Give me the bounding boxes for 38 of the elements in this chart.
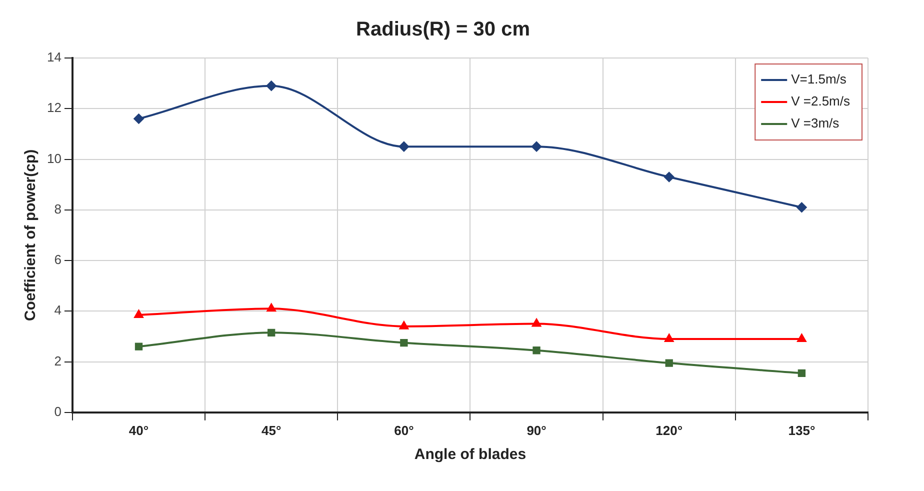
x-tick-label: 120° xyxy=(656,422,683,438)
point xyxy=(532,142,542,152)
y-tick-label: 4 xyxy=(54,302,62,318)
point xyxy=(399,321,408,330)
point xyxy=(266,304,276,312)
point xyxy=(665,359,673,367)
x-tick-label: 60° xyxy=(394,422,414,438)
chart-title: Radius(R) = 30 cm xyxy=(356,18,530,41)
point xyxy=(134,114,144,124)
y-axis-title: Coefficient of power(cp) xyxy=(22,149,40,322)
point xyxy=(532,318,541,327)
y-tick-label: 0 xyxy=(54,404,62,419)
legend-label: V=1.5m/s xyxy=(791,72,847,87)
point xyxy=(532,346,540,354)
x-axis-title: Angle of blades xyxy=(414,446,526,464)
point xyxy=(798,369,806,377)
y-tick-label: 12 xyxy=(46,100,62,116)
y-tick-label: 8 xyxy=(54,201,62,216)
y-tick-label: 6 xyxy=(54,252,62,268)
x-tick-label: 40° xyxy=(128,422,149,438)
x-tick-label: 45° xyxy=(262,422,282,438)
point xyxy=(134,310,144,318)
point xyxy=(266,80,276,91)
x-tick-label: 135° xyxy=(788,422,816,438)
point xyxy=(664,334,674,342)
point xyxy=(400,338,408,347)
point xyxy=(268,328,276,336)
point xyxy=(134,342,143,350)
y-tick-label: 14 xyxy=(46,50,62,65)
y-tick-label: 2 xyxy=(54,353,62,368)
y-tick-label: 10 xyxy=(46,150,62,166)
point xyxy=(797,334,806,342)
x-tick-label: 90° xyxy=(526,422,546,438)
point xyxy=(664,172,674,182)
point xyxy=(398,142,409,152)
legend-label: V =2.5m/s xyxy=(791,94,850,109)
legend-label: V =3m/s xyxy=(791,116,840,131)
point xyxy=(796,202,807,212)
